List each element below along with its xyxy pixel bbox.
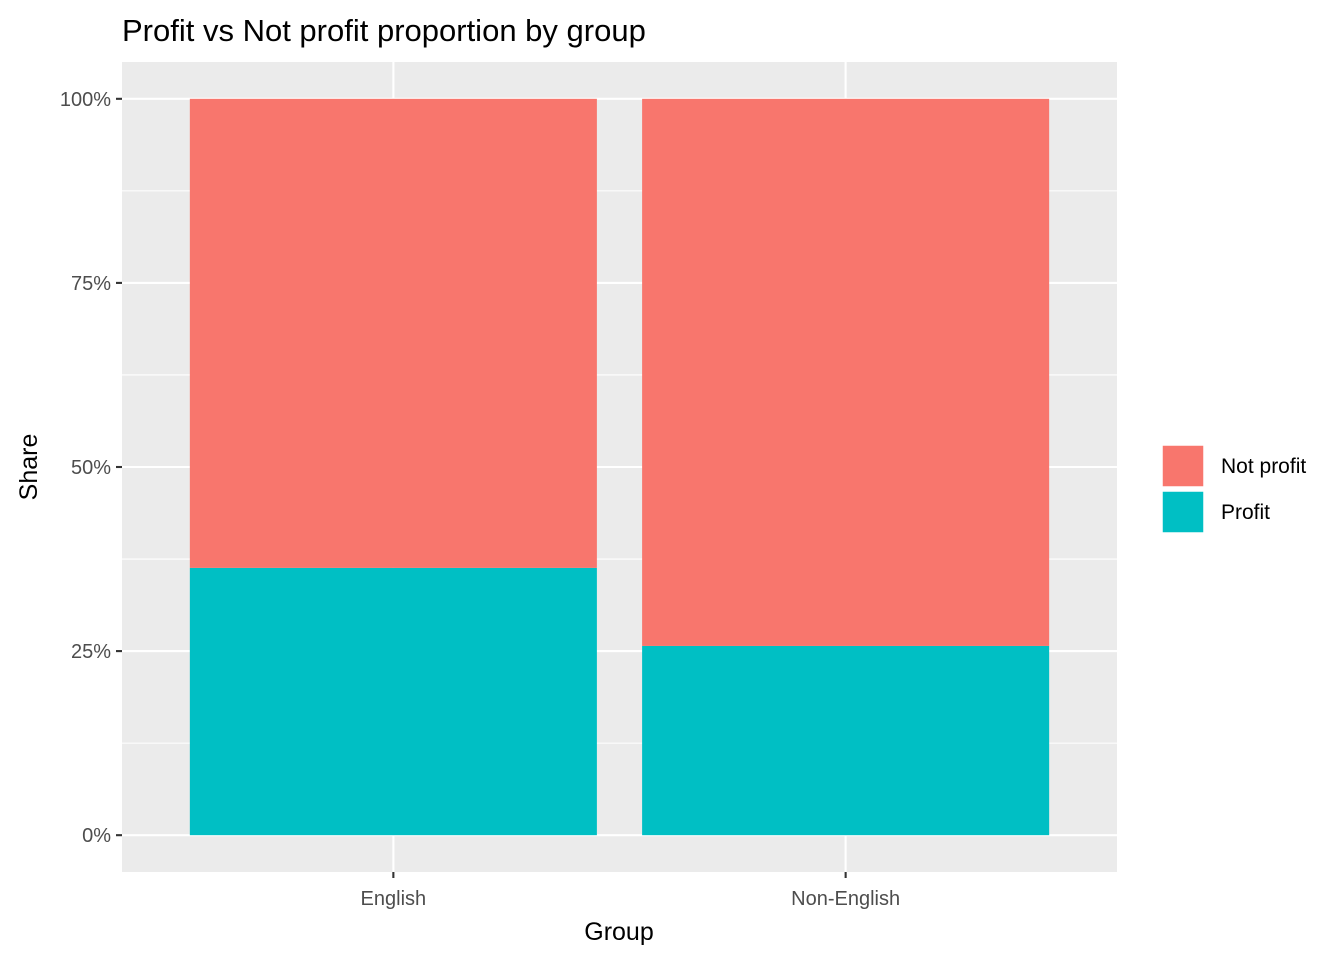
x-axis-title: Group (584, 918, 653, 946)
y-axis: 0% 25% 50% 75% 100% (60, 89, 122, 847)
y-tick-label: 50% (71, 457, 111, 479)
y-tick-label: 25% (71, 641, 111, 663)
legend-key-not-profit (1161, 444, 1205, 488)
chart-title: Profit vs Not profit proportion by group (122, 13, 646, 48)
x-axis: English Non-English (361, 872, 900, 910)
y-tick-label: 100% (60, 89, 111, 111)
x-tick-label: English (361, 888, 427, 910)
legend: Not profit Profit (1161, 444, 1306, 534)
x-tick-label: Non-English (791, 888, 900, 910)
bar-profit-english (189, 567, 597, 836)
bars (189, 98, 1050, 836)
y-tick-label: 75% (71, 273, 111, 295)
legend-key-profit (1161, 490, 1205, 534)
legend-label: Profit (1221, 501, 1270, 524)
y-axis-title: Share (15, 434, 43, 501)
bar-not-profit-english (189, 98, 597, 568)
bar-not-profit-non-english (642, 98, 1050, 646)
legend-label: Not profit (1221, 455, 1306, 478)
bar-profit-non-english (642, 645, 1050, 836)
y-tick-label: 0% (82, 825, 111, 847)
